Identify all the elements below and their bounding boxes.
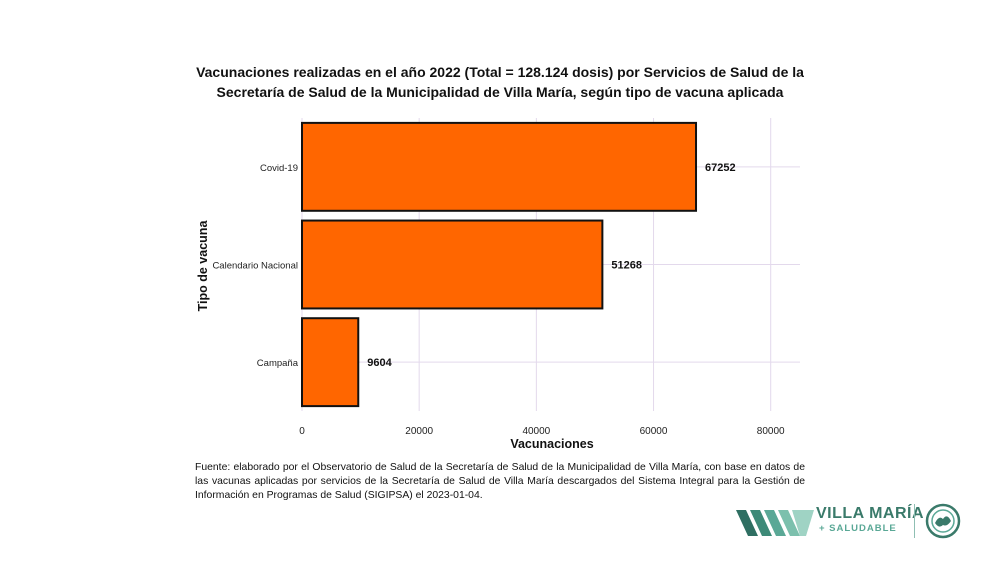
x-tick-label: 20000 bbox=[405, 426, 433, 437]
logo-tagline: + SALUDABLE bbox=[819, 523, 897, 534]
city-seal-icon bbox=[925, 503, 961, 539]
bar-2 bbox=[301, 219, 604, 310]
x-tick-label: 60000 bbox=[640, 426, 668, 437]
y-axis-label: Tipo de vacuna bbox=[196, 220, 210, 312]
data-label-3: 9604 bbox=[367, 357, 392, 369]
category-label-1: Covid-19 bbox=[260, 163, 298, 174]
chart-title-line-1: Vacunaciones realizadas en el año 2022 (… bbox=[196, 64, 804, 80]
x-tick-labels-group: 0 20000 40000 60000 80000 bbox=[299, 426, 785, 437]
x-tick-label: 40000 bbox=[522, 426, 550, 437]
data-label-1: 67252 bbox=[705, 162, 736, 174]
logo-divider bbox=[914, 504, 915, 538]
x-axis-label: Vacunaciones bbox=[510, 437, 593, 451]
bars-group bbox=[301, 121, 698, 408]
chart-title-line-2: Secretaría de Salud de la Municipalidad … bbox=[216, 84, 784, 100]
x-tick-label: 0 bbox=[299, 426, 305, 437]
category-label-2: Calendario Nacional bbox=[212, 261, 298, 272]
category-label-3: Campaña bbox=[257, 358, 299, 369]
y-tick-labels-group: Covid-19 Calendario Nacional Campaña bbox=[212, 163, 298, 369]
data-label-2: 51268 bbox=[611, 260, 642, 272]
data-labels-group: 67252 51268 9604 bbox=[367, 162, 735, 369]
bar-1 bbox=[301, 121, 698, 212]
logo-name: VILLA MARÍA bbox=[816, 505, 925, 522]
source-note: Fuente: elaborado por el Observatorio de… bbox=[195, 462, 805, 501]
chart-title: Vacunaciones realizadas en el año 2022 (… bbox=[120, 62, 880, 102]
bar-3 bbox=[301, 317, 360, 408]
bar-chart: 67252 51268 9604 Covid-19 Calendario Nacion… bbox=[196, 118, 800, 451]
x-tick-label: 80000 bbox=[757, 426, 785, 437]
logo-mark-icon bbox=[736, 510, 814, 536]
villa-maria-logo: VILLA MARÍA + SALUDABLE bbox=[736, 502, 968, 542]
